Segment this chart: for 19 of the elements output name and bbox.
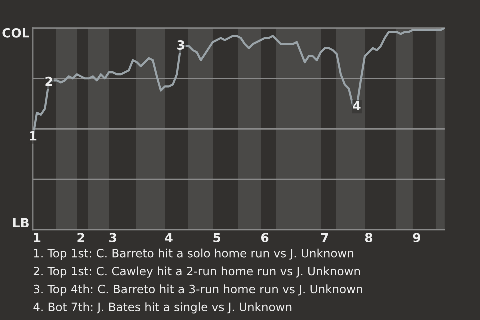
x-tick-label: 8 [365, 233, 373, 243]
text: 1. Top 1st: C. Barreto hit a solo home run vs J. Unknown [34, 248, 354, 260]
x-tick-label: 4 [165, 233, 173, 242]
x-tick-label: 1 [34, 233, 41, 242]
annotation: 2 [46, 76, 52, 86]
text: COL [2, 28, 30, 38]
x-tick-label: 5 [214, 233, 221, 243]
x-tick-label: 2 [78, 233, 84, 242]
annotation: 4 [353, 101, 361, 110]
text: LB [13, 218, 29, 228]
x-tick-label: 7 [321, 233, 328, 242]
text: 2. Top 1st: C. Cawley hit a 2-run home run vs J. Unknown [34, 266, 360, 278]
text: 4. Bot 7th: J. Bates hit a single vs J. Unknown [34, 302, 292, 314]
annotation: 3 [178, 40, 184, 50]
x-tick-label: 3 [110, 233, 116, 243]
text: 3. Top 4th: C. Barreto hit a 3-run home run vs J. Unknown [34, 284, 362, 296]
annotation: 1 [30, 132, 37, 141]
x-tick-label: 9 [413, 233, 421, 243]
x-tick-label: 6 [261, 233, 269, 243]
